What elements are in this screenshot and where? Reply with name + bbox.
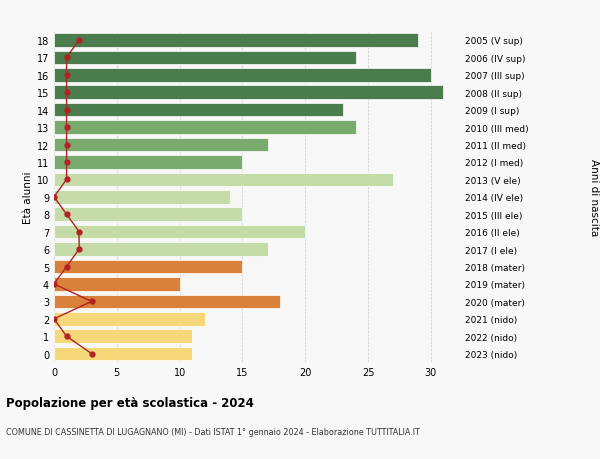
Y-axis label: Età alunni: Età alunni [23,171,32,224]
Bar [54,347,192,361]
Bar [54,243,268,256]
Bar [54,173,393,187]
Bar [54,104,343,117]
Bar [54,121,355,134]
Bar [54,34,418,48]
Bar [54,312,205,326]
Bar [54,190,230,204]
Text: Anni di nascita: Anni di nascita [589,159,599,236]
Bar [54,260,242,274]
Bar [54,69,431,83]
Bar [54,86,443,100]
Bar [54,139,268,152]
Bar [54,156,242,169]
Text: COMUNE DI CASSINETTA DI LUGAGNANO (MI) - Dati ISTAT 1° gennaio 2024 - Elaborazio: COMUNE DI CASSINETTA DI LUGAGNANO (MI) -… [6,427,420,436]
Bar [54,225,305,239]
Text: Popolazione per età scolastica - 2024: Popolazione per età scolastica - 2024 [6,396,254,409]
Bar [54,295,280,308]
Bar [54,278,179,291]
Bar [54,330,192,343]
Bar [54,208,242,222]
Bar [54,51,355,65]
